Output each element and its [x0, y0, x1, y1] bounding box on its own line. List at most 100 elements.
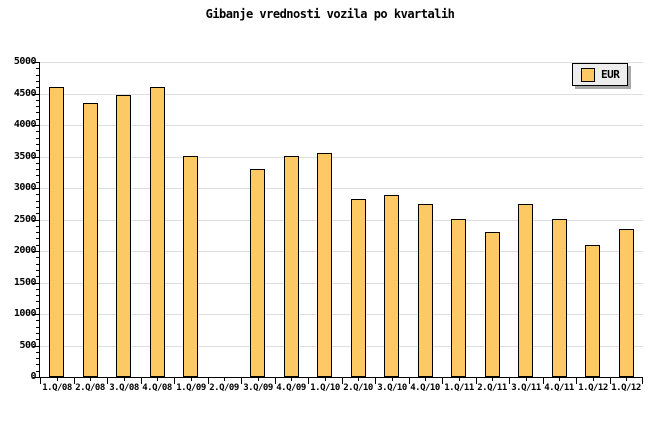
y-tick-minor: [36, 364, 39, 365]
bar: [585, 245, 600, 377]
y-tick-major: [33, 377, 39, 378]
y-tick-major: [33, 94, 39, 95]
y-tick-minor: [36, 358, 39, 359]
plot-area: 0 500 1000 1500 2000 2500 3000 3500 4000 4500 5000…: [14, 57, 643, 393]
y-tick-label: 1000: [13, 308, 37, 319]
x-tick-label: 2.Q/10: [343, 383, 373, 393]
y-tick-minor: [36, 320, 39, 321]
y-gridline: [40, 157, 643, 158]
bar: [518, 204, 533, 377]
bar: [552, 219, 567, 377]
x-tick-label: 4.Q/08: [142, 383, 172, 393]
y-gridline: [40, 220, 643, 221]
y-tick-minor: [36, 106, 39, 107]
bar: [116, 95, 131, 377]
y-tick-minor: [36, 295, 39, 296]
x-minor-tick: [57, 377, 58, 381]
y-tick-minor: [36, 194, 39, 195]
x-tick-label: 2.Q/11: [477, 383, 507, 393]
y-tick-label: 5000: [13, 56, 37, 67]
y-tick-minor: [36, 68, 39, 69]
y-gridline: [40, 283, 643, 284]
y-tick-minor: [36, 232, 39, 233]
bar: [183, 156, 198, 377]
y-gridline: [40, 94, 643, 95]
y-tick-minor: [36, 163, 39, 164]
y-tick-minor: [36, 371, 39, 372]
x-tick-label: 3.Q/10: [377, 383, 407, 393]
bar: [83, 103, 98, 377]
x-tick-label: 3.Q/08: [109, 383, 139, 393]
y-tick-major: [33, 251, 39, 252]
y-tick-minor: [36, 144, 39, 145]
bar: [485, 232, 500, 377]
y-tick-minor: [36, 352, 39, 353]
x-minor-tick: [258, 377, 259, 381]
x-tick-label: 2.Q/09: [209, 383, 239, 393]
y-tick-label: 1500: [13, 277, 37, 288]
y-tick-minor: [36, 201, 39, 202]
y-gridline: [40, 314, 643, 315]
y-tick-major: [33, 220, 39, 221]
x-tick-label: 4.Q/09: [276, 383, 306, 393]
y-tick-minor: [36, 226, 39, 227]
y-tick-minor: [36, 333, 39, 334]
x-tick-label: 1.Q/09: [176, 383, 206, 393]
x-minor-tick: [425, 377, 426, 381]
y-tick-minor: [36, 301, 39, 302]
x-tick: [74, 377, 75, 384]
bar: [418, 204, 433, 377]
y-tick-label: 0: [30, 371, 36, 382]
y-tick-minor: [36, 289, 39, 290]
y-tick-minor: [36, 112, 39, 113]
y-tick-minor: [36, 81, 39, 82]
x-tick-label: 1.Q/10: [310, 383, 340, 393]
y-tick-minor: [36, 131, 39, 132]
y-tick-minor: [36, 238, 39, 239]
x-tick: [543, 377, 544, 384]
y-tick-major: [33, 283, 39, 284]
y-tick-minor: [36, 150, 39, 151]
x-tick-label: 3.Q/09: [243, 383, 273, 393]
y-tick-label: 2000: [13, 245, 37, 256]
y-tick-minor: [36, 75, 39, 76]
x-tick-label: 2.Q/08: [75, 383, 105, 393]
x-minor-tick: [157, 377, 158, 381]
x-minor-tick: [593, 377, 594, 381]
x-tick-label: 1.Q/11: [444, 383, 474, 393]
y-gridline: [40, 188, 643, 189]
x-tick-label: 1.Q/12: [611, 383, 641, 393]
bar: [284, 156, 299, 377]
y-tick-minor: [36, 245, 39, 246]
x-tick-label: 3.Q/11: [511, 383, 541, 393]
y-tick-major: [33, 188, 39, 189]
y-gridline: [40, 251, 643, 252]
x-tick: [476, 377, 477, 384]
x-tick: [107, 377, 108, 384]
legend-swatch-eur: [581, 67, 595, 82]
y-tick-minor: [36, 119, 39, 120]
bar: [317, 153, 332, 377]
y-tick-minor: [36, 308, 39, 309]
y-tick-minor: [36, 257, 39, 258]
bar: [250, 169, 265, 377]
x-tick: [40, 377, 41, 384]
y-tick-minor: [36, 327, 39, 328]
y-tick-minor: [36, 207, 39, 208]
bar: [619, 229, 634, 377]
x-tick: [576, 377, 577, 384]
x-tick: [275, 377, 276, 384]
x-tick: [208, 377, 209, 384]
x-tick-label: 4.Q/11: [544, 383, 574, 393]
x-minor-tick: [392, 377, 393, 381]
x-minor-tick: [191, 377, 192, 381]
y-gridline: [40, 125, 643, 126]
x-minor-tick: [559, 377, 560, 381]
x-tick-label: 1.Q/08: [42, 383, 72, 393]
x-tick: [174, 377, 175, 384]
x-minor-tick: [626, 377, 627, 381]
x-minor-tick: [224, 377, 225, 381]
y-tick-label: 3000: [13, 182, 37, 193]
y-tick-minor: [36, 264, 39, 265]
y-tick-label: 4500: [13, 88, 37, 99]
